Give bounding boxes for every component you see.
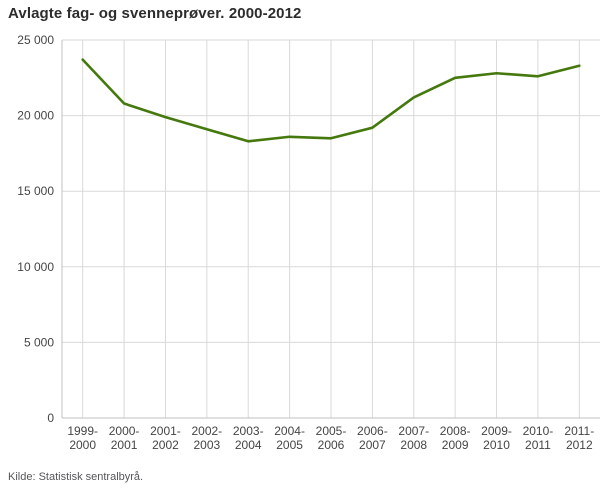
x-tick-label: 2006-2007 [357, 424, 388, 452]
y-axis-labels: 0 5 000 10 000 15 000 20 000 25 000 [17, 33, 54, 425]
x-tick-label: 2005-2006 [316, 424, 347, 452]
x-tick-label: 2000-2001 [109, 424, 140, 452]
x-axis-labels: 1999-2000 2000-2001 2001-2002 2002-2003 2003… [67, 424, 594, 452]
x-tick-label: 2001-2002 [150, 424, 181, 452]
x-tick-label: 2003-2004 [233, 424, 264, 452]
chart-title: Avlagte fag- og svenneprøver. 2000-2012 [8, 5, 302, 22]
y-tick-label: 25 000 [17, 33, 54, 47]
x-tick-label: 2011-2012 [564, 424, 594, 452]
x-tick-label: 2008-2009 [440, 424, 471, 452]
x-tick-label: 1999-2000 [67, 424, 98, 452]
x-tick-label: 2009-2010 [481, 424, 512, 452]
y-tick-label: 5 000 [24, 335, 54, 349]
axes [61, 40, 600, 419]
x-tick-label: 2004-2005 [274, 424, 305, 452]
chart-svg: 0 5 000 10 000 15 000 20 000 25 000 1999-2000 2… [17, 33, 600, 452]
y-tick-label: 10 000 [17, 260, 54, 274]
y-tick-label: 15 000 [17, 184, 54, 198]
x-tick-label: 2007-2008 [398, 424, 429, 452]
x-tick-label: 2002-2003 [191, 424, 222, 452]
y-tick-label: 0 [47, 411, 54, 425]
gridlines [62, 39, 600, 419]
y-tick-label: 20 000 [17, 109, 54, 123]
data-line-series [81, 58, 581, 143]
x-tick-label: 2010-2011 [523, 424, 554, 452]
source-note: Kilde: Statistisk sentralbyrå. [8, 471, 144, 483]
